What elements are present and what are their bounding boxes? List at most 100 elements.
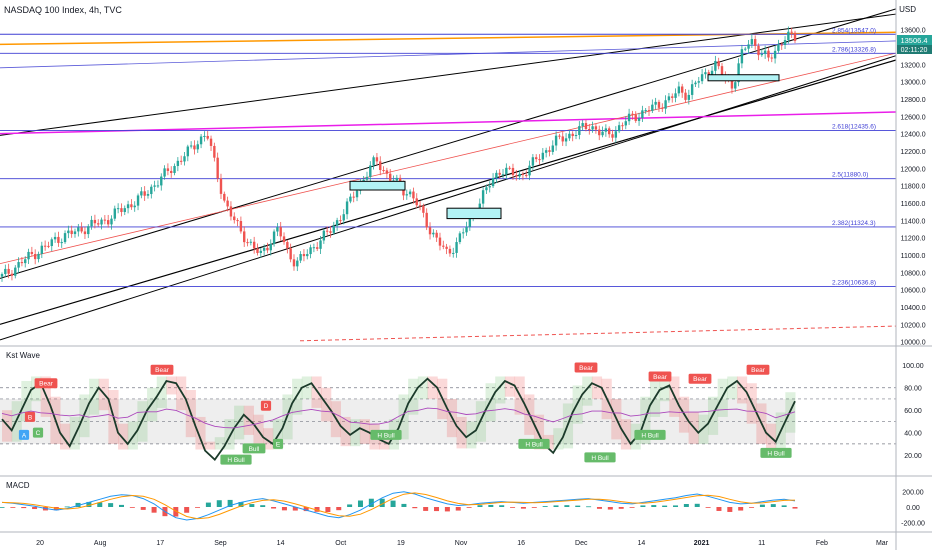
price-pane[interactable]: 2.854(13547.0) 2.786(13326.8) 2.618(12435.… bbox=[0, 0, 897, 346]
macd-histogram-bar bbox=[205, 502, 211, 507]
osc-cloud bbox=[214, 437, 225, 450]
candle-body bbox=[617, 125, 621, 132]
candle-body bbox=[518, 173, 521, 177]
candle-body bbox=[113, 208, 117, 219]
macd-histogram-bar bbox=[792, 507, 798, 509]
candle-body bbox=[604, 128, 608, 132]
osc-cloud bbox=[591, 376, 603, 399]
candle-body bbox=[87, 226, 90, 235]
candle-body bbox=[50, 239, 53, 247]
oscillator-pane[interactable]: Bear Bear Bear Bear Bear Bear H Bull H Bull Bull… bbox=[0, 362, 896, 465]
candle-body bbox=[252, 241, 256, 249]
candle-body bbox=[362, 179, 365, 182]
macd-title: MACD bbox=[6, 481, 30, 490]
time-tick-label: Nov bbox=[455, 540, 468, 547]
candle-body bbox=[233, 216, 236, 221]
candle-body bbox=[186, 146, 190, 157]
candle-body bbox=[163, 168, 166, 177]
candle-body bbox=[571, 133, 574, 137]
osc-tick-label: 40.00 bbox=[904, 431, 922, 438]
candle-body bbox=[408, 191, 412, 195]
candle-body bbox=[0, 274, 4, 277]
candle-body bbox=[757, 45, 760, 56]
candle-body bbox=[243, 231, 246, 243]
macd-histogram-bar bbox=[325, 507, 331, 513]
candle-body bbox=[700, 74, 704, 82]
candle-body bbox=[47, 245, 50, 247]
candle-body bbox=[578, 126, 581, 135]
candle-body bbox=[246, 242, 249, 244]
macd-histogram-bar bbox=[466, 507, 472, 508]
candle-body bbox=[558, 135, 561, 137]
osc-signal-text: Bull bbox=[249, 446, 260, 453]
candle-body bbox=[452, 252, 455, 254]
time-tick-label: Sep bbox=[214, 540, 227, 547]
osc-cloud bbox=[301, 376, 312, 399]
candle-body bbox=[150, 186, 153, 195]
macd-histogram-bar bbox=[238, 501, 244, 507]
candle-body bbox=[276, 227, 279, 232]
candle-body bbox=[564, 138, 568, 142]
time-tick-label: Mar bbox=[876, 540, 889, 547]
candle-body bbox=[259, 250, 263, 253]
candle-body bbox=[790, 31, 793, 33]
candle-body bbox=[106, 220, 110, 225]
price-tick-label: 11600.0 bbox=[901, 201, 926, 208]
candle-body bbox=[30, 251, 34, 254]
candle-body bbox=[395, 177, 399, 181]
candle-body bbox=[312, 247, 316, 249]
osc-tick-label: 60.00 bbox=[904, 408, 922, 415]
candle-body bbox=[462, 232, 465, 234]
candle-body bbox=[7, 268, 10, 274]
price-axis[interactable]: 13600.013400.013200.013000.012800.012600… bbox=[900, 28, 925, 347]
macd-axis[interactable]: 200.00 0.00 -200.00 bbox=[901, 490, 925, 528]
macd-histogram-bar bbox=[716, 507, 722, 511]
fib-level-label: 2.5(11880.0) bbox=[832, 172, 868, 179]
candle-body bbox=[581, 123, 584, 127]
candle-body bbox=[485, 187, 488, 191]
candle-body bbox=[481, 190, 485, 204]
candle-body bbox=[508, 167, 511, 169]
candle-body bbox=[704, 72, 707, 75]
macd-pane[interactable] bbox=[0, 491, 798, 521]
osc-signal-badge bbox=[760, 447, 792, 458]
price-tick-label: 13200.0 bbox=[900, 62, 925, 69]
candle-body bbox=[710, 70, 714, 76]
candle-body bbox=[120, 208, 123, 213]
candle-body bbox=[614, 131, 618, 138]
fib-level-label: 2.854(13547.0) bbox=[832, 27, 876, 34]
candle-body bbox=[262, 247, 266, 251]
candle-body bbox=[607, 128, 611, 135]
macd-histogram-bar bbox=[640, 505, 646, 507]
osc-signal-badge bbox=[370, 429, 402, 440]
macd-histogram-bar bbox=[64, 506, 70, 508]
macd-histogram-bar bbox=[727, 507, 733, 512]
macd-histogram-bar bbox=[227, 499, 233, 507]
macd-histogram-bar bbox=[336, 507, 342, 511]
price-tick-label: 13600.0 bbox=[900, 28, 925, 35]
fib-level-label: 2.786(13326.8) bbox=[832, 46, 876, 53]
oscillator-axis[interactable]: 100.00 80.00 60.00 40.00 20.00 bbox=[902, 363, 924, 460]
candle-body bbox=[588, 129, 591, 131]
candle-body bbox=[103, 219, 107, 221]
candle-body bbox=[584, 123, 588, 130]
candle-body bbox=[740, 49, 744, 64]
candle-body bbox=[123, 208, 126, 213]
osc-signal-text: A bbox=[22, 432, 27, 439]
osc-cloud bbox=[466, 421, 477, 449]
osc-signal-text: Bear bbox=[751, 367, 766, 374]
osc-signal-badge bbox=[746, 364, 770, 375]
currency-label: USD bbox=[899, 5, 916, 14]
macd-histogram-bar bbox=[770, 504, 776, 507]
price-tick-label: 10200.0 bbox=[900, 322, 925, 329]
fib-level-label: 2.382(11324.3) bbox=[832, 220, 876, 227]
candle-body bbox=[777, 44, 780, 51]
time-axis[interactable]: 20 Aug 17 Sep 14 Oct 19 Nov 16 Dec 14 2021 11 Feb Mar bbox=[36, 540, 889, 547]
countdown-tag: 02:11:20 bbox=[897, 45, 932, 54]
macd-histogram-bar bbox=[184, 507, 190, 513]
osc-signal-badge bbox=[518, 438, 550, 449]
candle-body bbox=[515, 175, 518, 177]
osc-signal-badge bbox=[272, 438, 284, 449]
candle-body bbox=[521, 173, 525, 176]
